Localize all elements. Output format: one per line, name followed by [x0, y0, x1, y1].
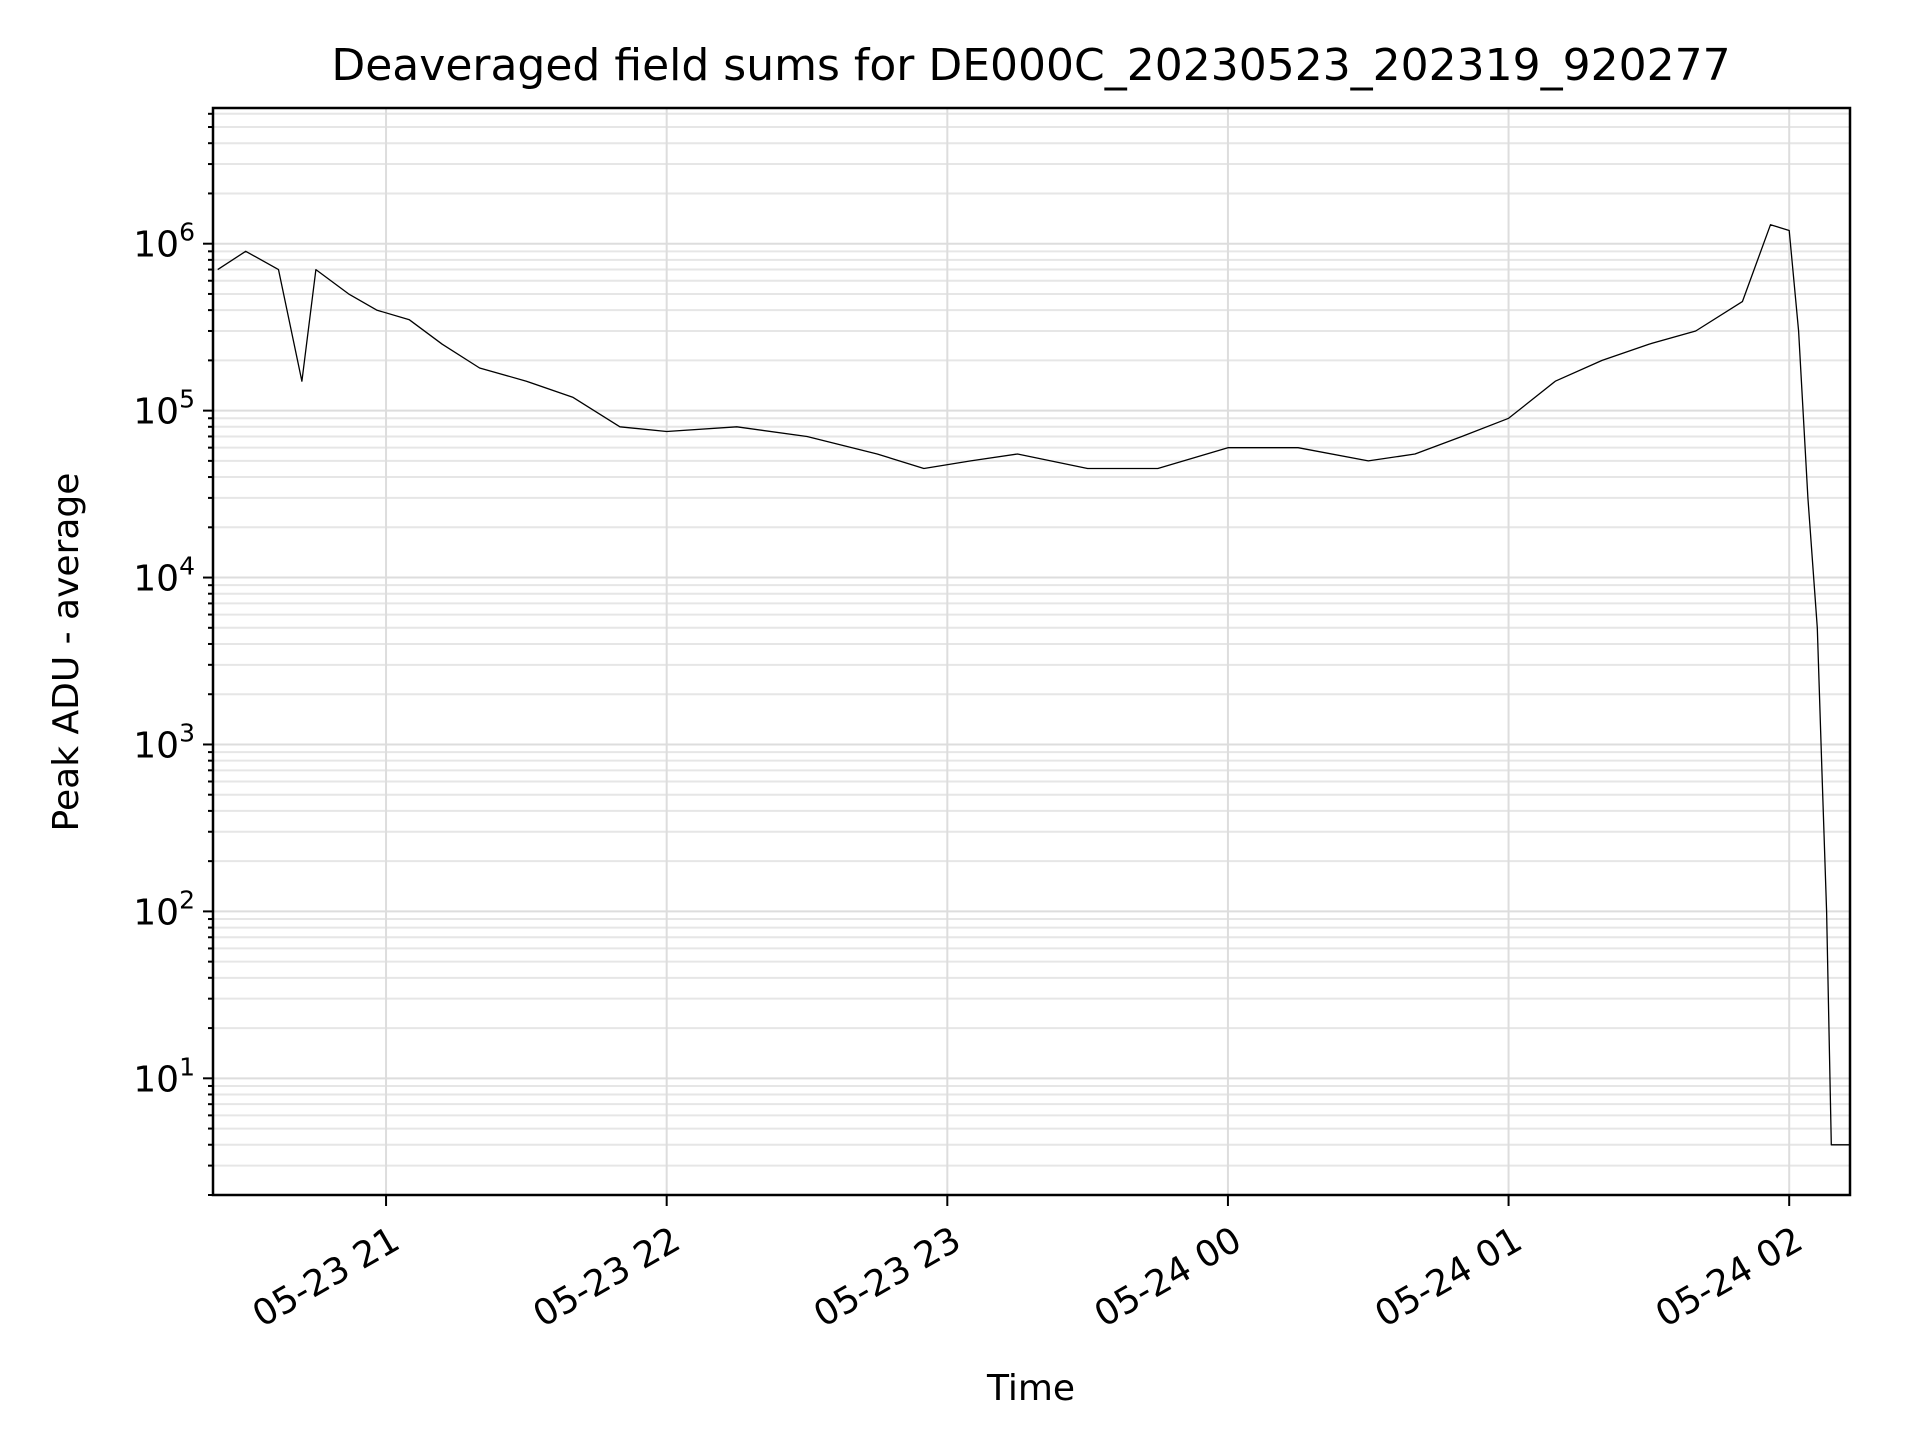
- y-tick-label: 106: [133, 218, 195, 266]
- y-tick-label: 102: [133, 885, 195, 933]
- y-tick-label: 103: [133, 718, 195, 766]
- chart-title: Deaveraged field sums for DE000C_2023052…: [331, 40, 1730, 91]
- x-axis-label: Time: [986, 1368, 1075, 1409]
- y-axis-label: Peak ADU - average: [46, 473, 87, 832]
- plot-frame: [211, 106, 1852, 1197]
- y-tick-label: 101: [133, 1052, 195, 1100]
- y-tick-label: 104: [133, 552, 195, 600]
- y-tick-label: 105: [133, 385, 195, 433]
- grid: [213, 108, 1850, 1196]
- series-layer: [217, 224, 1850, 1146]
- series-line: [217, 224, 1850, 1146]
